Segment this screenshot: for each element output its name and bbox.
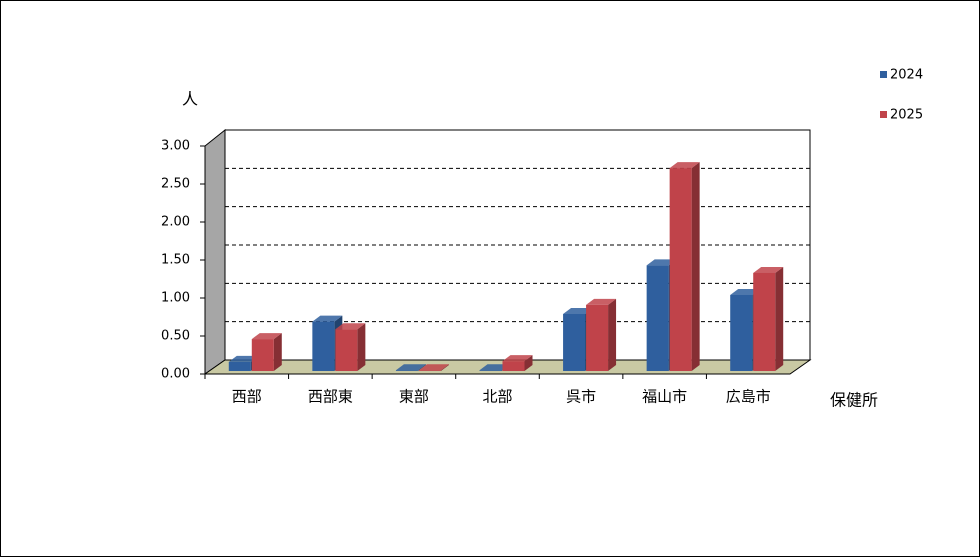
bar-top: [395, 364, 426, 371]
y-tick-label: 2.50: [161, 177, 190, 192]
bar: [646, 265, 669, 371]
legend-swatch: [880, 111, 887, 118]
y-tick-label: 3.00: [161, 139, 190, 154]
bar: [335, 329, 358, 371]
bar-top: [502, 355, 533, 362]
bar-side: [524, 355, 533, 371]
bar-top: [730, 289, 761, 295]
bar-side: [775, 266, 784, 371]
bar-side: [417, 364, 426, 371]
bar-top: [669, 162, 700, 169]
bar-top: [586, 298, 617, 305]
bar: [753, 272, 776, 371]
bar-top: [335, 323, 366, 330]
bar-top: [479, 364, 510, 371]
bar: [312, 321, 335, 371]
bar: [502, 361, 525, 371]
bar: [563, 314, 586, 371]
x-tick-label: 北部: [482, 388, 512, 406]
bar: [395, 370, 418, 371]
bar-top: [251, 333, 282, 340]
bar-side: [608, 298, 617, 371]
bar-top: [563, 308, 594, 314]
x-axis-label: 保健所: [830, 391, 878, 410]
bar-top: [646, 259, 677, 266]
y-tick-label: 0.50: [161, 329, 190, 344]
x-tick-label: 西部東: [308, 388, 353, 406]
legend: 2024 2025: [880, 68, 923, 123]
bar: [586, 304, 609, 371]
bar-top: [312, 315, 343, 322]
bar-side: [357, 323, 366, 371]
y-tick-label: 1.50: [161, 253, 190, 268]
bar-top: [228, 355, 259, 362]
bar: [418, 370, 441, 371]
bar-side: [691, 162, 700, 371]
y-axis-label: 人: [182, 90, 198, 109]
x-tick-label: 福山市: [642, 388, 687, 406]
y-tick-label: 0.00: [161, 367, 190, 382]
x-tick-label: 西部: [232, 388, 262, 406]
side-wall: [204, 128, 226, 375]
x-tick-label: 呉市: [566, 388, 596, 406]
y-tick-label: 1.00: [161, 291, 190, 306]
y-tick-label: 2.00: [161, 215, 190, 230]
legend-label: 2024: [890, 68, 923, 83]
bar: [228, 361, 251, 371]
bar-side: [440, 364, 449, 371]
bar: [669, 168, 692, 371]
bar: [479, 370, 502, 371]
bar: [730, 295, 753, 371]
legend-label: 2025: [890, 108, 923, 123]
bar-top: [418, 364, 449, 371]
x-tick-label: 東部: [399, 388, 429, 406]
bar-side: [273, 333, 282, 371]
bar-top: [753, 266, 784, 273]
x-tick-label: 広島市: [726, 388, 771, 406]
bar: [251, 339, 274, 371]
legend-swatch: [880, 71, 887, 78]
